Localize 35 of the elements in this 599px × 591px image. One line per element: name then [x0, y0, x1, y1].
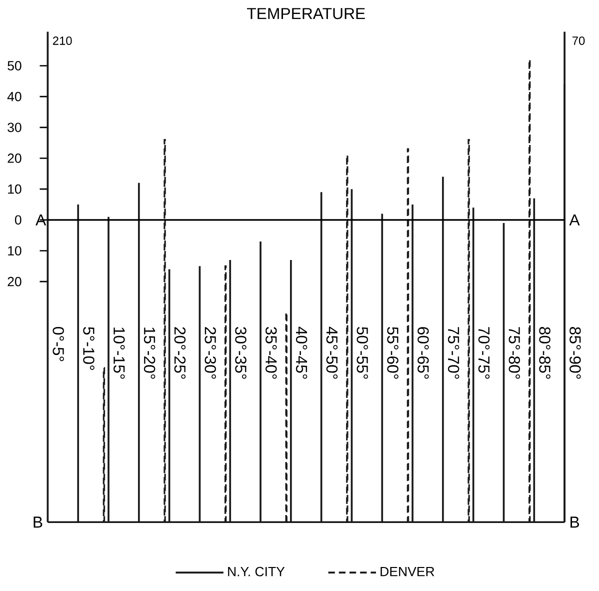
legend-label: N.Y. CITY: [228, 566, 285, 576]
x-tick-label: 5°-10°: [83, 326, 94, 370]
x-tick-label: 75°-70°: [448, 327, 460, 379]
chart-title: TEMPERATURE: [246, 8, 365, 20]
x-tick-label: 70°-75°: [478, 327, 490, 379]
y-tick-label: 20: [8, 276, 22, 286]
x-tick-label: 75°-80°: [508, 327, 520, 379]
x-tick-label: 30°-35°: [235, 326, 246, 379]
y-tick-label: 30: [8, 122, 22, 132]
text: A: [569, 214, 580, 226]
x-tick-label: 0°-5°: [52, 326, 64, 362]
ref-line-label: A: [36, 214, 46, 226]
text: B: [34, 516, 42, 528]
x-tick-label: 45°-50°: [326, 326, 338, 379]
y-tick-label: 20: [8, 154, 22, 163]
x-tick-label: 25°-30°: [204, 327, 216, 379]
y-tick-label: 10: [8, 246, 22, 256]
text: 70: [572, 36, 585, 45]
x-tick-label: 50°-55°: [356, 326, 368, 379]
x-tick-label: 80°-85°: [539, 327, 550, 379]
y-tick-label: 50: [8, 61, 22, 70]
x-tick-label: 20°-25°: [174, 327, 186, 379]
y-tick-label: 10: [8, 184, 22, 194]
x-tick-label: 85°-90°: [570, 327, 581, 379]
text: B: [570, 516, 579, 528]
x-tick-label: 40°-45°: [296, 326, 308, 379]
x-tick-label: 60°-65°: [418, 327, 429, 379]
x-tick-label: 35°-40°: [266, 326, 277, 379]
x-tick-label: 15°-20°: [144, 328, 156, 379]
annotation: 210: [53, 36, 72, 45]
x-tick-label: 55°-60°: [387, 326, 398, 379]
y-tick-label: 0: [14, 215, 22, 225]
x-tick-label: 10°-15°: [114, 328, 125, 379]
legend-label: DENVER: [380, 566, 434, 576]
y-tick-label: 40: [7, 92, 22, 102]
